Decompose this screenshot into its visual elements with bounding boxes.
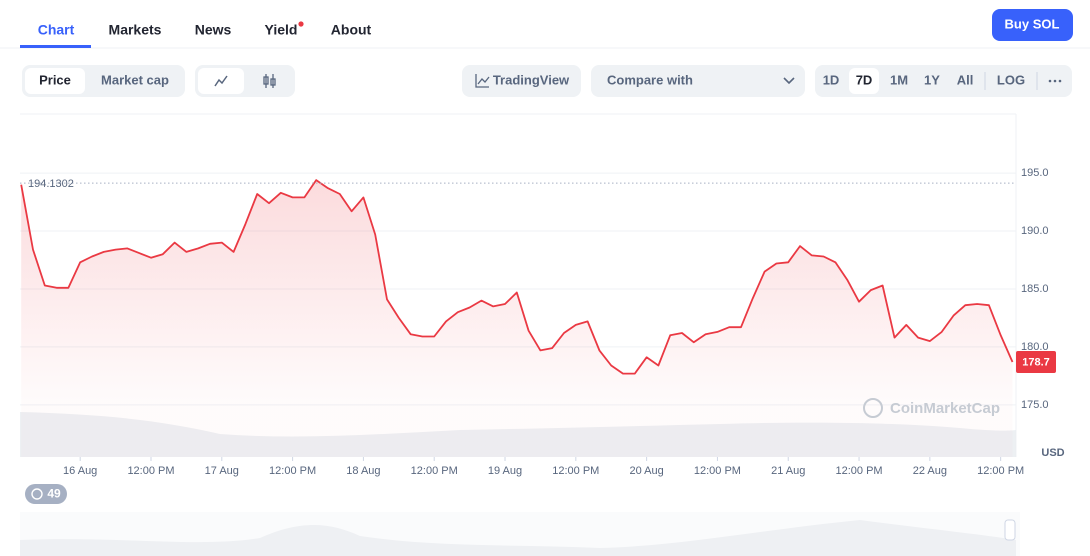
x-tick-label: 22 Aug xyxy=(913,465,947,477)
buy-button[interactable] xyxy=(992,9,1073,41)
clock-icon xyxy=(31,488,43,500)
range-button[interactable]: 1M xyxy=(890,72,908,87)
active-tab-underline xyxy=(20,45,91,48)
metric-tab[interactable]: Price xyxy=(39,72,71,87)
nav-tab[interactable]: Chart xyxy=(38,22,75,38)
tv-icon xyxy=(475,74,489,88)
tradingview-button[interactable] xyxy=(462,65,581,97)
nav-tab[interactable]: News xyxy=(195,22,232,38)
nav-tab[interactable]: About xyxy=(331,22,372,38)
line-icon xyxy=(214,75,228,87)
x-tick-label: 12:00 PM xyxy=(694,465,741,477)
last-price-label: 178.7 xyxy=(1022,356,1050,368)
tradingview-label: TradingView xyxy=(493,72,570,87)
x-tick-label: 19 Aug xyxy=(488,465,522,477)
watermark-logo xyxy=(863,398,883,418)
last-price-box xyxy=(1016,350,1056,373)
navigator-handle[interactable] xyxy=(1004,519,1016,541)
range-button[interactable]: 7D xyxy=(856,72,873,87)
badge-label: 49 xyxy=(47,487,61,501)
compare-dropdown[interactable] xyxy=(591,65,805,97)
x-tick-label: 12:00 PM xyxy=(411,465,458,477)
buy-button-label: Buy SOL xyxy=(1005,16,1060,31)
x-tick-label: 18 Aug xyxy=(346,465,380,477)
x-tick-label: 21 Aug xyxy=(771,465,805,477)
y-axis-label: USD xyxy=(1041,447,1064,459)
navigator-area xyxy=(20,520,1016,556)
range-switch xyxy=(815,65,1072,97)
x-tick-label: 17 Aug xyxy=(205,465,239,477)
metric-active xyxy=(25,68,85,94)
x-tick-label: 12:00 PM xyxy=(552,465,599,477)
x-tick-label: 12:00 PM xyxy=(836,465,883,477)
metric-tab[interactable]: Market cap xyxy=(101,72,169,87)
new-dot xyxy=(298,21,304,27)
compare-label: Compare with xyxy=(607,72,693,87)
range-button[interactable]: All xyxy=(957,72,974,87)
tv-icon xyxy=(477,76,490,85)
x-tick-label: 12:00 PM xyxy=(127,465,174,477)
badge[interactable] xyxy=(25,484,67,504)
x-tick-label: 12:00 PM xyxy=(977,465,1024,477)
range-button[interactable]: 1D xyxy=(823,72,840,87)
range-button[interactable]: 1Y xyxy=(924,72,940,87)
x-tick-label: 12:00 PM xyxy=(269,465,316,477)
x-tick-label: 20 Aug xyxy=(629,465,663,477)
more-button[interactable] xyxy=(1048,79,1062,83)
x-tick-label: 16 Aug xyxy=(63,465,97,477)
y-tick-label: 175.0 xyxy=(1021,399,1049,411)
watermark: CoinMarketCap xyxy=(890,400,1000,417)
nav-tab[interactable]: Yield xyxy=(265,22,298,38)
y-tick-label: 195.0 xyxy=(1021,167,1049,179)
candle-icon[interactable] xyxy=(263,74,276,88)
chevron xyxy=(783,77,795,85)
reference-label: 194.1302 xyxy=(28,178,74,190)
price-line xyxy=(20,179,1014,375)
price-area xyxy=(21,180,1013,457)
range-active xyxy=(849,68,879,94)
log-toggle[interactable]: LOG xyxy=(997,72,1025,87)
y-tick-label: 185.0 xyxy=(1021,283,1049,295)
y-tick-label: 180.0 xyxy=(1021,341,1049,353)
nav-tab[interactable]: Markets xyxy=(109,22,162,38)
y-tick-label: 190.0 xyxy=(1021,225,1049,237)
